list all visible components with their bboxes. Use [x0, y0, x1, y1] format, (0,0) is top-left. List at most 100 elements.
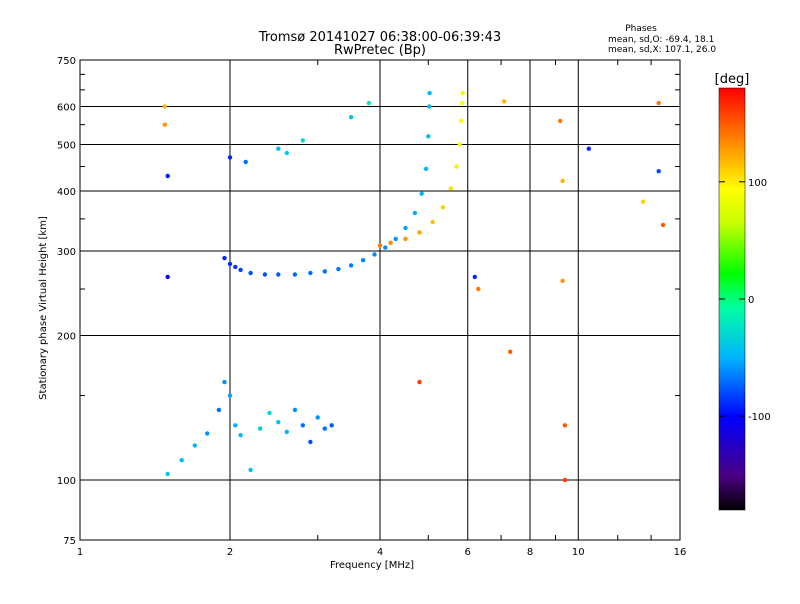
f-region-o-trace-point [276, 272, 281, 277]
f-region-o-trace-point [427, 104, 432, 109]
y-axis-ticks: 75 100 200 300 400 500 600 750 [57, 56, 680, 547]
scattered-echoes-point [366, 100, 372, 106]
scattered-echoes-point [300, 138, 305, 143]
f-region-x-trace-point [457, 142, 462, 147]
e-region-echoes-point [329, 423, 334, 428]
e-region-echoes-point [192, 443, 197, 448]
scattered-echoes-point [162, 122, 167, 127]
scattered-echoes-point [558, 118, 563, 124]
scattered-echoes-point [348, 115, 354, 120]
f-region-o-trace-point [403, 225, 408, 231]
y-tick-label: 200 [57, 332, 76, 343]
e-region-echoes-point [322, 426, 327, 431]
y-tick-label: 100 [57, 476, 76, 487]
colorbar-tick-label: -100 [748, 412, 771, 423]
x-tick-label: 8 [527, 547, 533, 558]
x-axis-ticks: 1 2 4 6 8 10 16 [77, 60, 687, 558]
f-region-o-trace-point [426, 134, 431, 139]
scattered-echoes-point [284, 150, 289, 156]
scattered-echoes-point [417, 379, 422, 385]
f-region-o-trace-point [419, 191, 424, 196]
f-region-x-trace-point [454, 164, 459, 169]
chart-title: Tromsø 20141027 06:38:00-06:39:43 [258, 30, 501, 45]
colorbar-tick-label: 100 [748, 178, 767, 189]
y-tick-label: 300 [57, 247, 76, 258]
f-region-o-trace-point [427, 90, 432, 96]
x-tick-label: 16 [674, 547, 687, 558]
f-region-x-trace-point [440, 205, 446, 210]
e-region-echoes-point [238, 433, 243, 438]
colorbar-ticks: 100 0 -100 [719, 178, 771, 423]
e-region-echoes-point [276, 420, 281, 425]
e-region-echoes-point [300, 423, 305, 428]
x-tick-label: 10 [572, 547, 585, 558]
scattered-echoes-point [165, 173, 170, 179]
data-points [162, 90, 666, 483]
scattered-echoes-point [656, 100, 661, 106]
stats-line-x: mean, sd,X: 107.1, 26.0 [608, 45, 716, 55]
scattered-echoes-point [660, 222, 666, 228]
f-region-o-trace-point [360, 258, 366, 263]
scattered-echoes-point [560, 278, 565, 283]
e-region-echoes-point [292, 407, 298, 413]
f-region-o-trace-point [308, 270, 313, 276]
colorbar-tick-label: 0 [748, 295, 754, 306]
f-region-x-trace-point [460, 100, 465, 106]
f-region-x-trace-point [403, 236, 408, 242]
scattered-echoes-point [162, 104, 167, 109]
f-region-o-trace-point [348, 263, 354, 268]
y-axis-label: Stationary phase Virtual Height [km] [38, 216, 49, 400]
e-region-echoes-point [233, 423, 238, 428]
scattered-echoes-point [243, 159, 248, 165]
e-region-echoes-point [165, 471, 170, 477]
scattered-echoes-point [508, 349, 513, 354]
f-region-o-trace-point [412, 210, 418, 216]
y-tick-label: 600 [57, 103, 76, 114]
e-region-echoes-point [315, 415, 320, 420]
scattered-echoes-point [562, 423, 568, 428]
f-region-o-trace-point [292, 272, 298, 277]
scattered-echoes-point [502, 99, 507, 104]
f-region-o-trace-point [238, 267, 243, 273]
scattered-echoes-point [472, 274, 477, 280]
stats-heading: Phases [625, 24, 657, 34]
scattered-echoes-point [560, 178, 565, 184]
e-region-echoes-point [179, 458, 184, 463]
y-tick-label: 750 [57, 56, 76, 67]
scattered-echoes-point [165, 274, 170, 280]
stats-line-o: mean, sd,O: -69.4, 18.1 [608, 35, 714, 45]
scattered-echoes-point [227, 155, 233, 160]
f-region-o-trace-point [222, 255, 227, 261]
x-tick-label: 4 [377, 547, 383, 558]
scattered-echoes-point [476, 286, 481, 292]
y-tick-label: 75 [63, 536, 76, 547]
f-region-x-trace-point [460, 90, 465, 96]
grid-lines [80, 60, 680, 540]
f-region-x-trace-point [448, 186, 454, 191]
y-tick-label: 400 [57, 187, 76, 198]
x-tick-label: 6 [465, 547, 471, 558]
f-region-x-trace-point [417, 230, 422, 235]
f-region-x-trace-point [388, 240, 393, 245]
scattered-echoes-point [641, 199, 646, 204]
e-region-echoes-point [308, 439, 313, 445]
scattered-echoes-point [656, 169, 661, 174]
x-tick-label: 2 [227, 547, 233, 558]
f-region-o-trace-point [227, 261, 233, 267]
scattered-echoes-point [562, 477, 568, 483]
e-region-echoes-point [205, 431, 210, 436]
f-region-x-trace-point [459, 118, 464, 124]
f-region-o-trace-point [383, 245, 388, 250]
f-region-x-trace-point [430, 219, 435, 225]
e-region-echoes-point [216, 407, 222, 413]
f-region-o-trace-point [322, 269, 327, 274]
f-region-o-trace-point [336, 266, 341, 272]
e-region-echoes-point [284, 429, 289, 435]
e-region-echoes-point [248, 467, 253, 473]
e-region-echoes-point [227, 393, 233, 398]
f-region-x-trace-point [377, 243, 383, 248]
x-axis-label: Frequency [MHz] [330, 560, 414, 571]
f-region-o-trace-point [248, 270, 253, 276]
